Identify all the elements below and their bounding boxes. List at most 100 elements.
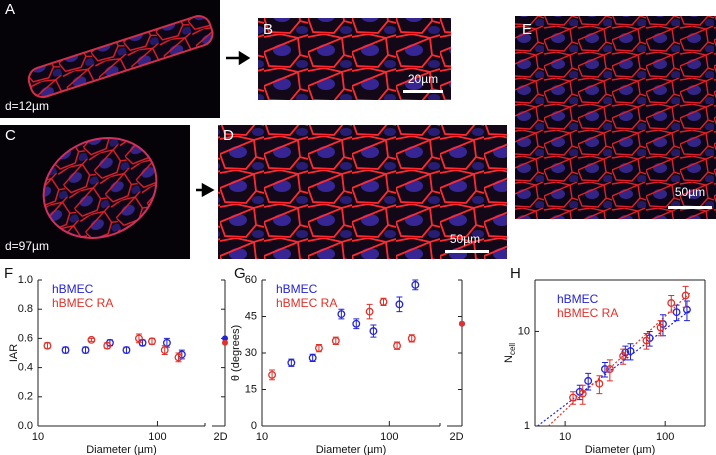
data-point bbox=[393, 341, 402, 350]
error-bar bbox=[596, 375, 603, 395]
x-axis-label: Diameter (µm) bbox=[86, 444, 157, 455]
error-bar bbox=[396, 296, 403, 313]
data-point-2d bbox=[222, 335, 228, 342]
legend-label: hBMEC RA bbox=[52, 296, 113, 310]
data-point bbox=[160, 346, 169, 355]
scale-label: 50µm bbox=[450, 232, 480, 246]
scale-label: 20µm bbox=[408, 72, 438, 86]
data-point bbox=[395, 300, 404, 309]
data-point bbox=[174, 353, 183, 362]
y-tick-label: 0.4 bbox=[18, 362, 33, 374]
data-point bbox=[667, 299, 676, 307]
error-bar bbox=[370, 324, 377, 338]
data-point bbox=[308, 353, 317, 362]
y-tick-label: 0 bbox=[251, 420, 257, 432]
error-bar bbox=[366, 303, 373, 320]
error-bar bbox=[585, 372, 592, 391]
data-point bbox=[656, 323, 665, 332]
data-point bbox=[642, 336, 651, 345]
y-tick-label: 45 bbox=[245, 310, 257, 322]
legend-label: hBMEC bbox=[557, 292, 599, 306]
y-tick-label: 10 bbox=[518, 325, 530, 337]
panel-label: G bbox=[234, 265, 246, 282]
data-point bbox=[268, 370, 277, 379]
scale-bar bbox=[403, 90, 443, 93]
x-tick-label: 10 bbox=[559, 431, 571, 443]
data-point bbox=[352, 319, 361, 328]
micrograph bbox=[218, 125, 507, 259]
panel-label: F bbox=[4, 265, 13, 282]
error-bar bbox=[683, 300, 690, 322]
data-point bbox=[337, 310, 346, 319]
scale-label: 50µm bbox=[675, 185, 705, 199]
scale-bar bbox=[445, 250, 489, 253]
data-point bbox=[595, 379, 604, 388]
y-tick-label: 1 bbox=[524, 420, 530, 432]
x-axis-label: Diameter (µm) bbox=[585, 444, 656, 455]
data-point bbox=[103, 341, 112, 350]
error-bar bbox=[601, 361, 608, 378]
data-point bbox=[569, 393, 577, 402]
x-axis-label: Diameter (µm) bbox=[316, 444, 387, 455]
y-tick-label: 1.0 bbox=[18, 274, 33, 286]
x-tick-label: 10 bbox=[32, 431, 44, 443]
legend-label: hBMEC RA bbox=[276, 296, 337, 310]
data-point bbox=[407, 334, 416, 343]
y-axis-label: IAR bbox=[8, 344, 20, 362]
arrow bbox=[226, 50, 251, 66]
data-point bbox=[314, 344, 323, 353]
data-point bbox=[148, 337, 156, 346]
x-tick-label: 2D bbox=[449, 431, 463, 443]
data-point bbox=[600, 365, 609, 374]
data-point bbox=[135, 334, 143, 343]
micrograph bbox=[258, 18, 451, 100]
data-point bbox=[619, 352, 628, 360]
y-axis-label: Ncell bbox=[503, 343, 517, 363]
fit-line bbox=[547, 291, 692, 427]
data-point bbox=[626, 347, 635, 356]
panel-label: A bbox=[5, 1, 15, 18]
error-bar bbox=[643, 333, 650, 350]
data-point bbox=[122, 346, 131, 355]
scale-bar bbox=[668, 206, 712, 209]
arrow bbox=[196, 182, 215, 198]
y-tick-label: 15 bbox=[245, 383, 257, 395]
caption: d=97µm bbox=[5, 239, 49, 253]
y-axis-label: θ (degrees) bbox=[230, 325, 242, 381]
error-bar bbox=[682, 285, 689, 308]
error-bar bbox=[620, 348, 627, 365]
error-bar bbox=[668, 294, 675, 313]
panel-label: H bbox=[510, 265, 521, 282]
data-point bbox=[369, 327, 378, 336]
data-point bbox=[584, 376, 593, 385]
legend-label: hBMEC bbox=[52, 282, 94, 296]
vessel bbox=[42, 137, 158, 239]
data-point-2d bbox=[459, 320, 465, 327]
caption: d=12µm bbox=[5, 99, 49, 113]
y-tick-label: 0.6 bbox=[18, 332, 33, 344]
error-bar bbox=[579, 384, 586, 405]
data-point bbox=[81, 346, 90, 355]
y-tick-label: 0.2 bbox=[18, 391, 33, 403]
x-tick-label: 100 bbox=[656, 431, 674, 443]
error-bar bbox=[627, 343, 634, 361]
fit-line bbox=[537, 309, 692, 427]
panel-label: D bbox=[223, 127, 234, 144]
legend-label: hBMEC RA bbox=[557, 306, 618, 320]
legend-label: hBMEC bbox=[276, 282, 318, 296]
data-point bbox=[43, 341, 52, 350]
error-bar bbox=[657, 320, 664, 337]
data-point bbox=[61, 346, 70, 355]
y-tick-label: 30 bbox=[245, 347, 257, 359]
panel-label: C bbox=[5, 127, 16, 144]
data-point bbox=[578, 389, 587, 398]
data-point bbox=[331, 336, 340, 345]
data-point bbox=[605, 365, 614, 374]
y-axis-label-main: N bbox=[503, 355, 515, 363]
y-axis-label-main: θ (degrees) bbox=[230, 325, 242, 381]
x-tick-label: 100 bbox=[148, 431, 166, 443]
data-point bbox=[287, 358, 296, 367]
data-point bbox=[682, 305, 691, 314]
panel-label: E bbox=[522, 21, 532, 38]
